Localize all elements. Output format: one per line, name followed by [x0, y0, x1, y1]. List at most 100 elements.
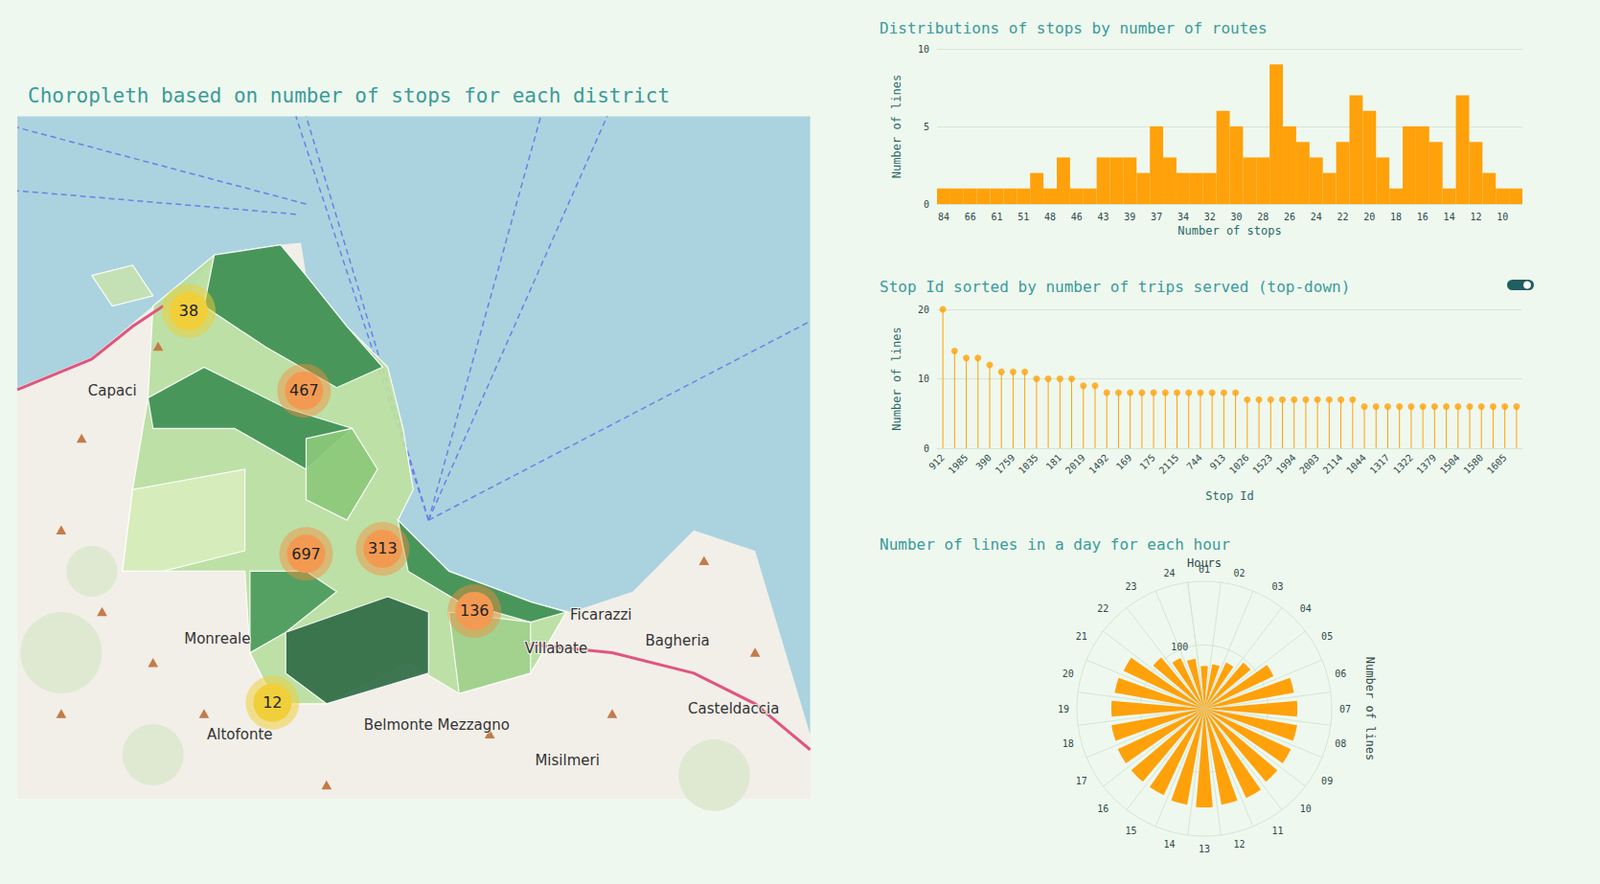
svg-text:Capaci: Capaci	[88, 382, 138, 400]
svg-text:2114: 2114	[1321, 452, 1346, 477]
svg-text:24: 24	[1310, 211, 1323, 223]
svg-text:Number of lines: Number of lines	[1363, 657, 1377, 761]
svg-text:13: 13	[1198, 844, 1211, 855]
svg-text:30: 30	[1230, 211, 1242, 223]
svg-text:Choropleth based on number of: Choropleth based on number of stops for …	[27, 84, 670, 108]
svg-text:84: 84	[937, 211, 950, 223]
svg-text:313: 313	[367, 539, 398, 558]
svg-text:37: 37	[1150, 211, 1163, 223]
svg-text:Distributions of stops by numb: Distributions of stops by number of rout…	[879, 19, 1268, 38]
svg-text:11: 11	[1272, 825, 1284, 837]
svg-text:34: 34	[1177, 211, 1189, 223]
svg-text:169: 169	[1114, 452, 1135, 473]
svg-text:66: 66	[964, 211, 977, 223]
svg-text:Number of lines in a day for e: Number of lines in a day for each hour	[879, 535, 1231, 554]
svg-text:18: 18	[1062, 738, 1075, 750]
svg-text:20: 20	[1062, 668, 1075, 680]
svg-text:5: 5	[923, 121, 930, 133]
svg-text:10: 10	[1300, 803, 1312, 815]
svg-text:26: 26	[1283, 211, 1296, 223]
svg-text:Bagheria: Bagheria	[645, 632, 710, 650]
svg-text:0: 0	[923, 199, 930, 210]
svg-text:19: 19	[1057, 704, 1070, 715]
svg-text:43: 43	[1097, 211, 1110, 223]
svg-text:Villabate: Villabate	[525, 640, 588, 658]
svg-text:1379: 1379	[1414, 452, 1439, 477]
svg-text:2019: 2019	[1063, 452, 1088, 477]
svg-text:1523: 1523	[1250, 452, 1275, 477]
svg-text:Number of stops: Number of stops	[1177, 224, 1281, 238]
svg-text:Misilmeri: Misilmeri	[534, 752, 599, 770]
svg-text:Number of lines: Number of lines	[890, 326, 904, 431]
svg-text:02: 02	[1233, 568, 1245, 579]
svg-text:46: 46	[1071, 211, 1083, 223]
svg-text:23: 23	[1124, 581, 1137, 593]
svg-text:14: 14	[1163, 839, 1175, 850]
svg-text:Monreale: Monreale	[183, 630, 251, 648]
svg-text:17: 17	[1075, 776, 1088, 787]
svg-text:1026: 1026	[1227, 452, 1252, 477]
svg-text:07: 07	[1339, 704, 1351, 715]
svg-text:Belmonte Mezzagno: Belmonte Mezzagno	[364, 716, 510, 734]
svg-text:38: 38	[179, 301, 199, 320]
svg-text:1580: 1580	[1461, 452, 1486, 477]
svg-text:28: 28	[1257, 211, 1269, 223]
svg-text:2003: 2003	[1297, 452, 1322, 477]
svg-text:1492: 1492	[1086, 452, 1111, 477]
svg-text:2115: 2115	[1157, 452, 1182, 477]
svg-text:15: 15	[1124, 825, 1137, 837]
svg-text:12: 12	[1233, 839, 1245, 850]
svg-text:1605: 1605	[1485, 452, 1509, 477]
svg-text:48: 48	[1044, 211, 1056, 223]
svg-text:61: 61	[990, 211, 1003, 223]
svg-text:22: 22	[1337, 211, 1349, 223]
svg-text:913: 913	[1208, 452, 1229, 473]
svg-text:1317: 1317	[1368, 452, 1393, 477]
svg-text:1044: 1044	[1344, 452, 1369, 477]
svg-text:39: 39	[1123, 211, 1136, 223]
svg-text:16: 16	[1417, 211, 1429, 223]
svg-text:08: 08	[1334, 738, 1347, 750]
svg-text:24: 24	[1163, 568, 1175, 579]
svg-text:1322: 1322	[1391, 452, 1416, 477]
svg-text:467: 467	[289, 381, 320, 400]
svg-text:Stop Id: Stop Id	[1205, 489, 1255, 503]
svg-text:1035: 1035	[1016, 452, 1041, 477]
svg-text:Ficarazzi: Ficarazzi	[570, 606, 632, 624]
svg-text:744: 744	[1184, 452, 1205, 473]
svg-text:1985: 1985	[946, 452, 971, 477]
svg-text:22: 22	[1097, 603, 1109, 615]
svg-text:Altofonte: Altofonte	[206, 726, 274, 744]
svg-text:06: 06	[1334, 668, 1347, 680]
svg-text:Casteldaccia: Casteldaccia	[687, 700, 779, 718]
svg-text:05: 05	[1321, 631, 1333, 642]
svg-text:697: 697	[291, 545, 321, 564]
svg-text:04: 04	[1300, 603, 1312, 615]
svg-text:1994: 1994	[1274, 452, 1299, 477]
svg-text:100: 100	[1170, 641, 1189, 653]
svg-text:18: 18	[1390, 211, 1402, 223]
svg-text:Stop Id sorted by number of tr: Stop Id sorted by number of trips served…	[879, 277, 1350, 297]
svg-text:175: 175	[1137, 452, 1158, 473]
svg-text:136: 136	[459, 601, 490, 620]
svg-text:Number of lines: Number of lines	[890, 74, 904, 179]
svg-text:Hours: Hours	[1187, 556, 1222, 571]
svg-text:0: 0	[923, 443, 930, 455]
svg-text:10: 10	[917, 373, 930, 385]
svg-text:181: 181	[1044, 452, 1065, 473]
svg-text:20: 20	[917, 304, 930, 316]
svg-text:12: 12	[262, 693, 282, 712]
svg-text:1759: 1759	[993, 452, 1018, 477]
svg-text:20: 20	[1363, 211, 1375, 223]
svg-text:10: 10	[917, 44, 930, 55]
svg-text:390: 390	[973, 452, 994, 473]
svg-text:12: 12	[1469, 211, 1482, 223]
svg-text:03: 03	[1272, 581, 1284, 593]
svg-text:16: 16	[1097, 803, 1109, 815]
svg-text:21: 21	[1075, 631, 1088, 642]
svg-text:1504: 1504	[1438, 452, 1463, 477]
svg-text:10: 10	[1496, 211, 1509, 223]
svg-text:51: 51	[1017, 211, 1029, 223]
svg-text:912: 912	[926, 452, 947, 473]
svg-text:09: 09	[1321, 776, 1333, 787]
